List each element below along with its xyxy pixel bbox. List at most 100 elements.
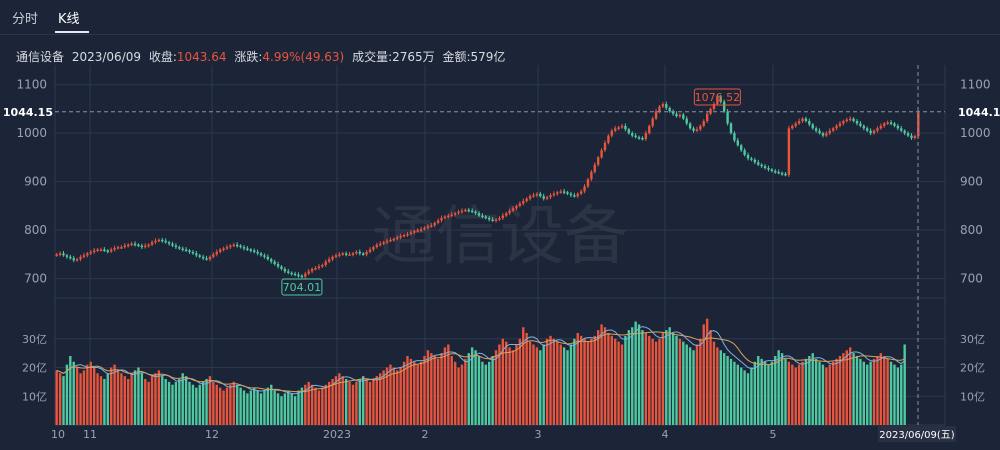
volume-bar — [287, 390, 290, 425]
candle-body — [491, 219, 494, 221]
candle-body — [617, 127, 620, 129]
candle-body — [433, 222, 436, 226]
candle-body — [593, 164, 596, 172]
volume-bar — [191, 384, 195, 425]
volume-bar — [801, 361, 804, 425]
volume-bar — [780, 353, 784, 425]
volume-bar — [116, 370, 120, 425]
volume-bar — [389, 364, 392, 425]
volume-bar — [154, 373, 157, 425]
x-axis-label: 10 — [51, 428, 65, 441]
volume-bar — [375, 376, 379, 425]
volume-bar — [835, 358, 838, 425]
volume-bar — [740, 367, 743, 425]
candle-body — [590, 171, 593, 180]
amount-value: 579亿 — [470, 50, 506, 64]
candle-body — [658, 106, 661, 112]
candle-body — [457, 211, 460, 214]
candle-body — [528, 196, 532, 199]
candle-body — [293, 273, 297, 276]
volume-bar — [72, 361, 75, 425]
volume-bar — [562, 347, 566, 425]
volume-bar — [399, 367, 402, 425]
candle-body — [866, 128, 869, 131]
volume-bar — [460, 364, 464, 425]
volume-bar — [436, 358, 440, 425]
volume-bar — [307, 381, 310, 425]
candle-body — [348, 254, 351, 256]
candle-body — [845, 119, 848, 122]
tab-kline[interactable]: K线 — [58, 12, 80, 27]
candle-body — [722, 101, 726, 112]
volume-bar — [208, 376, 212, 425]
candle-body — [852, 118, 855, 122]
volume-bar — [150, 376, 154, 425]
candle-body — [218, 249, 222, 252]
volume-bar — [419, 361, 423, 425]
candle-body — [198, 255, 201, 257]
candle-body — [579, 191, 583, 194]
candle-body — [562, 191, 566, 193]
candle-body — [300, 275, 304, 278]
candle-body — [276, 264, 280, 267]
volume-bar — [256, 390, 259, 425]
candle-body — [515, 205, 518, 209]
candle-body — [763, 166, 767, 169]
volume-bar — [259, 393, 263, 425]
volume-bar — [685, 344, 688, 425]
candle-body — [351, 253, 355, 255]
candle-body — [532, 195, 535, 197]
candle-body — [82, 255, 86, 257]
volume-bar — [678, 338, 682, 425]
candle-body — [876, 128, 879, 131]
candle-body — [607, 135, 610, 143]
volume-bar — [430, 353, 433, 425]
volume-bar — [362, 376, 365, 425]
candle-body — [103, 249, 106, 252]
candle-body — [137, 244, 140, 247]
candle-body — [634, 135, 637, 138]
volume-bar — [368, 381, 372, 425]
amount-label: 金额: — [442, 50, 471, 64]
sector-name: 通信设备 — [16, 50, 65, 64]
low-marker-box — [281, 278, 323, 296]
tab-intraday[interactable]: 分时 — [12, 12, 39, 27]
volume-bar — [413, 361, 416, 425]
volume-value: 2765万 — [392, 50, 435, 64]
candle-body — [610, 130, 613, 136]
volume-bar — [283, 393, 287, 425]
candle-body — [249, 249, 253, 252]
candle-body — [184, 249, 188, 252]
volume-bar — [791, 364, 794, 425]
volume-bar — [58, 373, 62, 425]
candle-body — [760, 164, 763, 167]
price-tick-label-left: 700 — [24, 272, 47, 286]
volume-bar — [862, 361, 866, 425]
candle-body — [539, 193, 542, 197]
candle-body — [270, 259, 273, 262]
candle-body — [872, 130, 876, 134]
volume-bar — [593, 335, 596, 425]
volume-bar — [75, 367, 79, 425]
candle-body — [266, 256, 270, 260]
volume-bar — [426, 350, 430, 425]
quote-info-bar: 通信设备 2023/06/09 收盘:1043.64 涨跌:4.99%(49.6… — [16, 48, 509, 65]
volume-bar — [842, 353, 845, 425]
candle-body — [903, 130, 906, 134]
candle-body — [774, 170, 777, 173]
candle-body — [96, 249, 99, 252]
candle-body — [164, 240, 167, 243]
volume-bar — [818, 361, 821, 425]
candle-body — [440, 218, 443, 221]
volume-bar — [69, 356, 72, 425]
change-value: 4.99%(49.63) — [262, 50, 345, 64]
candle-body — [644, 133, 648, 139]
volume-bar — [423, 356, 426, 425]
volume-bar — [539, 350, 542, 425]
candle-body — [460, 210, 464, 213]
volume-bar — [334, 376, 338, 425]
candle-body — [355, 251, 358, 254]
volume-bar — [651, 338, 654, 425]
volume-bar — [304, 384, 307, 425]
